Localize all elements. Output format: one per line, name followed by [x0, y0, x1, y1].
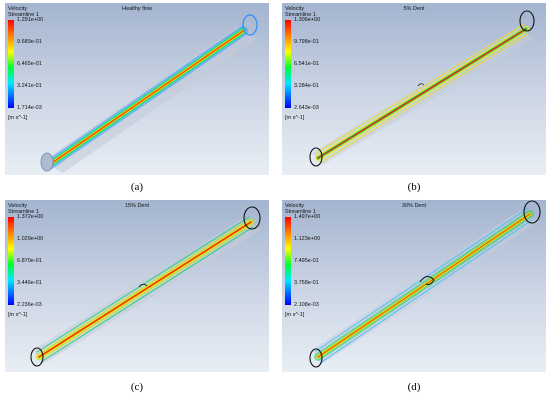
panel-b: 5% Dent Velocity Streamline 1 1.306e+00 …	[282, 3, 546, 175]
legend-tick: 6.465e-01	[17, 61, 42, 67]
legend-tick: 9.689e-01	[17, 39, 42, 45]
legend-tick: 2.643e-03	[294, 105, 319, 111]
colorbar	[8, 217, 14, 305]
pipe-streamlines-c	[30, 206, 261, 367]
colorbar	[285, 217, 291, 305]
legend-tick: 2.236e-03	[17, 302, 42, 308]
legend-tick: 1.029e+00	[17, 236, 44, 242]
legend-title: Velocity	[8, 6, 27, 12]
legend-subtitle: Streamline 1	[285, 12, 316, 18]
legend-tick: 6.541e-01	[294, 61, 319, 67]
legend-tick: 1.291e+00	[17, 17, 44, 23]
caption-d: (d)	[407, 381, 421, 393]
legend-tick: 3.758e-01	[294, 280, 319, 286]
colorbar	[8, 20, 14, 108]
legend-header: Velocity Streamline 1	[285, 203, 316, 215]
caption-b: (b)	[407, 181, 421, 193]
legend-title: Velocity	[285, 203, 304, 209]
legend-subtitle: Streamline 1	[285, 209, 316, 215]
panel-title: 5% Dent	[403, 6, 425, 12]
legend-unit: [m s^-1]	[285, 312, 305, 318]
legend-tick: 9.798e-01	[294, 39, 319, 45]
panel-c: 15% Dent Velocity Streamline 1 1.372e+00…	[5, 200, 269, 372]
legend-tick: 1.714e-03	[17, 105, 42, 111]
legend-tick: 3.284e-01	[294, 83, 319, 89]
panel-title: 15% Dent	[124, 203, 150, 209]
legend-header: Velocity Streamline 1	[8, 203, 39, 215]
legend-unit: [m s^-1]	[8, 312, 28, 318]
legend-tick: 1.123e+00	[294, 236, 321, 242]
pipe-streamlines-b	[309, 10, 535, 167]
panel-a: Healthy flow Velocity Streamline 1 1.291…	[5, 3, 269, 175]
legend-tick: 1.497e+00	[294, 214, 321, 220]
legend-tick: 1.372e+00	[17, 214, 44, 220]
legend-tick: 6.870e-01	[17, 258, 42, 264]
legend-tick: 1.306e+00	[294, 17, 321, 23]
caption-c: (c)	[130, 381, 144, 393]
pipe-streamlines-d	[309, 200, 541, 368]
legend-subtitle: Streamline 1	[8, 209, 39, 215]
caption-a: (a)	[130, 181, 144, 193]
panel-title: 30% Dent	[401, 203, 427, 209]
legend-title: Velocity	[285, 6, 304, 12]
panel-title: Healthy flow	[122, 6, 152, 12]
legend-tick: 3.446e-01	[17, 280, 42, 286]
legend-header: Velocity Streamline 1	[8, 6, 39, 18]
legend-unit: [m s^-1]	[285, 115, 305, 121]
panel-d: 30% Dent Velocity Streamline 1 1.497e+00…	[282, 200, 546, 372]
legend-header: Velocity Streamline 1	[285, 6, 316, 18]
legend-tick: 2.108e-03	[294, 302, 319, 308]
legend-unit: [m s^-1]	[8, 115, 28, 121]
legend-title: Velocity	[8, 203, 27, 209]
colorbar	[285, 20, 291, 108]
pipe-streamlines-a	[40, 14, 258, 173]
legend-tick: 3.241e-01	[17, 83, 42, 89]
legend-tick: 7.495e-01	[294, 258, 319, 264]
legend-subtitle: Streamline 1	[8, 12, 39, 18]
